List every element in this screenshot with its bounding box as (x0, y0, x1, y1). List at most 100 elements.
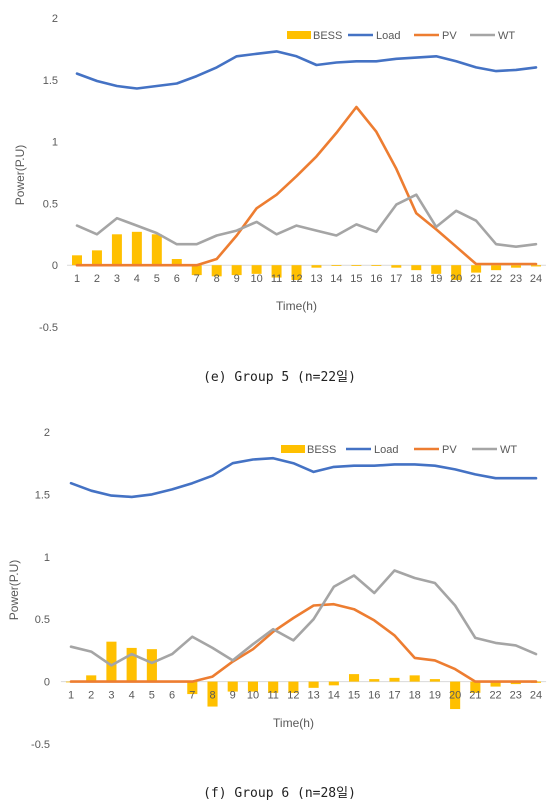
pv-series-line (75, 105, 538, 267)
bess-bar (308, 681, 319, 688)
legend-label-load: Load (374, 444, 398, 456)
bess-bar (72, 255, 82, 266)
x-tick-label: 21 (469, 690, 481, 702)
bess-bar (86, 675, 97, 682)
bess-bar (511, 265, 522, 268)
legend-label-wt: WT (498, 30, 515, 42)
y-tick-label: -0.5 (39, 322, 58, 334)
x-tick-label: 8 (214, 273, 220, 285)
bess-bar (471, 265, 482, 273)
load-series-line (75, 50, 538, 90)
x-tick-label: 3 (108, 690, 114, 702)
bess-bar (211, 265, 222, 277)
bess-bar (271, 265, 282, 278)
bess-bar (171, 259, 182, 266)
bess-bar (391, 265, 402, 268)
x-tick-label: 7 (194, 273, 200, 285)
x-tick-label: 19 (430, 273, 442, 285)
x-tick-label: 22 (489, 690, 501, 702)
x-tick-label: 19 (429, 690, 441, 702)
y-tick-label: 1.5 (43, 75, 58, 87)
x-tick-label: 15 (350, 273, 362, 285)
pv-series-line (69, 602, 538, 683)
wt-series-line (69, 569, 538, 667)
bess-bar (191, 265, 202, 276)
x-tick-label: 6 (169, 690, 175, 702)
bess-bar (490, 681, 501, 687)
legend-label-pv: PV (442, 30, 457, 42)
x-tick-label: 13 (307, 690, 319, 702)
chart-group-5: 21.510.50-0.51 2 3 4 5 6 7 8 9 10 11 12 13 14 15 16 17 18… (13, 13, 546, 334)
legend-label-bess: BESS (313, 30, 342, 42)
x-tick-label: 20 (449, 690, 461, 702)
bess-bar (151, 234, 162, 266)
bess-bar (451, 265, 462, 281)
y-tick-label: 0.5 (43, 198, 58, 210)
bess-bar (348, 674, 360, 682)
bess-bar (288, 681, 299, 693)
y-tick-label: 2 (44, 427, 50, 439)
x-tick-label: 20 (450, 273, 462, 285)
bess-bar (231, 265, 242, 276)
x-tick-label: 12 (290, 273, 302, 285)
x-tick-label: 18 (410, 273, 422, 285)
bess-bar (227, 681, 238, 692)
bess-bar (247, 681, 259, 692)
legend-label-wt: WT (500, 444, 517, 456)
bess-bar (450, 681, 461, 710)
x-axis-title: Time(h) (273, 716, 314, 730)
y-tick-label: 1 (44, 552, 50, 564)
y-axis-title: Power(P.U) (7, 560, 21, 620)
x-tick-label: 17 (388, 690, 400, 702)
bess-bar (328, 681, 339, 686)
y-tick-label: -0.5 (31, 739, 50, 751)
x-tick-label: 12 (287, 690, 299, 702)
x-tick-label: 23 (510, 690, 522, 702)
x-tick-label: 4 (129, 690, 135, 702)
x-tick-label: 11 (267, 690, 278, 702)
legend-swatch-bess (287, 31, 311, 39)
x-tick-label: 23 (510, 273, 522, 285)
x-tick-label: 1 (74, 273, 80, 285)
x-tick-label: 11 (271, 273, 282, 285)
bess-bar (470, 681, 481, 693)
y-tick-label: 0 (44, 677, 50, 689)
x-tick-label: 18 (409, 690, 421, 702)
bess-bar (268, 681, 279, 693)
x-tick-label: 3 (114, 273, 120, 285)
y-tick-label: 0.5 (35, 614, 50, 626)
bess-bar (491, 265, 502, 271)
x-tick-label: 10 (247, 690, 259, 702)
x-tick-label: 13 (310, 273, 322, 285)
x-tick-label: 22 (490, 273, 502, 285)
x-tick-label: 16 (370, 273, 382, 285)
x-tick-label: 14 (328, 690, 340, 702)
x-tick-label: 4 (134, 273, 140, 285)
x-tick-label: 9 (234, 273, 240, 285)
x-tick-label: 16 (368, 690, 380, 702)
bess-bar (106, 641, 117, 682)
x-tick-label: 6 (174, 273, 180, 285)
x-tick-label: 2 (88, 690, 94, 702)
legend-label-pv: PV (442, 444, 457, 456)
x-tick-label: 17 (390, 273, 402, 285)
bess-bar (126, 647, 137, 682)
bess-bar (389, 677, 400, 682)
x-tick-label: 24 (530, 273, 542, 285)
x-tick-label: 9 (230, 690, 236, 702)
x-axis-title: Time(h) (276, 299, 317, 313)
bess-bar (409, 675, 420, 682)
bess-bar (431, 265, 442, 274)
bess-bar (429, 679, 440, 682)
bess-bar (351, 265, 362, 266)
bess-bar (111, 234, 122, 266)
bess-bar (369, 679, 380, 682)
bess-bar (91, 250, 102, 266)
bess-bar (146, 649, 157, 682)
y-tick-label: 1.5 (35, 489, 50, 501)
caption-group-5: (e) Group 5 (n=22일) (203, 370, 356, 385)
y-tick-label: 0 (52, 260, 58, 272)
wt-series-line (75, 193, 538, 248)
x-tick-label: 24 (530, 690, 542, 702)
